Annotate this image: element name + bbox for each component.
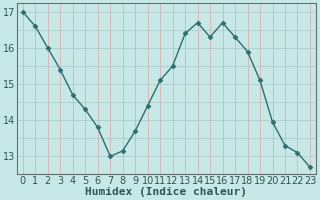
X-axis label: Humidex (Indice chaleur): Humidex (Indice chaleur): [85, 187, 247, 197]
